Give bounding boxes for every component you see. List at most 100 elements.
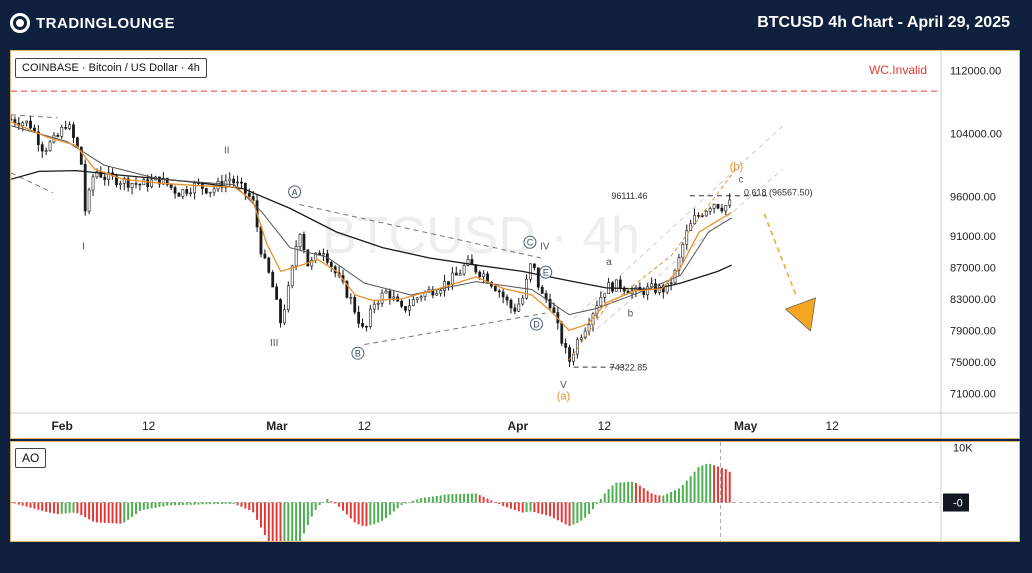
ao-bar — [232, 502, 235, 504]
candle-body — [91, 176, 95, 191]
candle-body — [716, 204, 720, 209]
candle-body — [474, 264, 478, 273]
wave-label: a — [606, 257, 612, 268]
ao-bar — [271, 502, 274, 541]
wave-label: D — [533, 320, 540, 330]
ao-bar — [224, 502, 227, 504]
ao-bar — [674, 490, 677, 503]
ao-bar — [662, 495, 665, 503]
ao-bar — [193, 502, 196, 505]
time-tick-label: 12 — [142, 419, 156, 433]
ao-bar — [638, 485, 641, 503]
projection-arrow-icon — [784, 297, 816, 332]
candle-body — [107, 172, 111, 180]
ao-bar — [236, 502, 239, 506]
ao-bar — [654, 494, 657, 503]
watermark: BTCUSD · 4h — [322, 207, 640, 265]
ao-label[interactable]: AO — [15, 448, 47, 468]
ao-bar — [181, 502, 184, 505]
candle-body — [517, 303, 521, 312]
ao-bar — [560, 502, 563, 523]
ao-bar — [72, 502, 75, 513]
ao-bar — [365, 502, 368, 527]
candle-body — [579, 337, 583, 340]
ao-bar — [509, 502, 512, 509]
candle-body — [685, 230, 689, 245]
candle-body — [204, 188, 208, 194]
wave-label-circle — [539, 265, 553, 279]
wave-label: II — [224, 145, 230, 156]
ao-bar — [572, 502, 575, 525]
ao-bar — [478, 495, 481, 503]
candle-body — [583, 330, 587, 339]
ao-bar — [45, 502, 48, 512]
ao-bar — [166, 502, 169, 506]
ao-indicator-panel[interactable]: 10K -0 AO — [10, 441, 1020, 542]
candle-body — [322, 253, 325, 256]
ao-bar — [88, 502, 91, 520]
trendline — [11, 172, 54, 194]
candle-body — [689, 223, 693, 231]
logo-text: TradingLounge — [36, 14, 175, 32]
level-label: 96111.46 — [611, 191, 647, 201]
wave-label: E — [543, 268, 549, 278]
candle-body — [529, 263, 532, 280]
ao-bar — [52, 502, 55, 514]
candle-body — [72, 124, 75, 138]
time-tick-label: 12 — [598, 419, 612, 433]
time-tick-label: May — [734, 419, 758, 433]
price-chart-panel[interactable]: BTCUSD · 4h 112000.00 104000.00 96000.00 910… — [10, 50, 1020, 439]
ao-bar — [392, 502, 395, 512]
wave-label: C — [527, 238, 534, 248]
candle-body — [29, 120, 32, 129]
ema-mid-line — [11, 125, 733, 316]
candle-body — [48, 141, 52, 151]
candle-body — [552, 307, 556, 313]
ao-bar — [576, 502, 579, 524]
ao-bar — [521, 502, 524, 513]
projection-path-down — [763, 213, 798, 298]
ao-bar — [17, 502, 20, 505]
candle-body — [286, 285, 290, 311]
candle-body — [384, 290, 388, 294]
triangle-lower-line — [364, 312, 546, 346]
level-label: 74322.85 — [610, 362, 648, 372]
wave-label: A — [292, 187, 298, 197]
candle-body — [345, 281, 349, 298]
candle-body — [509, 299, 513, 309]
ao-bar — [591, 502, 594, 510]
ao-bar — [68, 502, 71, 513]
ao-bar — [302, 502, 305, 534]
candle-body — [615, 279, 618, 292]
ao-bar — [474, 493, 477, 503]
ao-bar — [447, 494, 450, 503]
candle-body — [712, 204, 716, 209]
candle-body — [138, 183, 142, 186]
ao-bar — [92, 502, 95, 522]
wave-label-circle — [529, 317, 543, 331]
candle-body — [103, 176, 107, 180]
candle-body — [411, 299, 415, 307]
candle-body — [349, 297, 353, 299]
ao-bar — [709, 463, 712, 503]
candle-body — [365, 326, 368, 328]
ao-bar — [443, 494, 446, 503]
ao-bar — [611, 485, 614, 503]
ao-bar — [150, 502, 153, 509]
candle-body — [560, 322, 564, 344]
candle-body — [404, 306, 407, 311]
ao-bar — [459, 493, 462, 503]
candle-body — [466, 259, 470, 266]
ao-current-value: -0 — [953, 498, 963, 510]
candle-body — [36, 131, 40, 145]
candle-body — [408, 305, 411, 311]
candle-body — [79, 146, 83, 165]
candle-body — [435, 293, 439, 296]
ao-bar — [146, 502, 149, 510]
ao-bar — [158, 502, 161, 508]
ao-bar — [115, 502, 118, 524]
candle-body — [306, 249, 310, 267]
candle-body — [329, 262, 333, 268]
symbol-label[interactable]: COINBASE · Bitcoin / US Dollar · 4h — [15, 58, 207, 78]
ao-bar — [220, 502, 223, 505]
